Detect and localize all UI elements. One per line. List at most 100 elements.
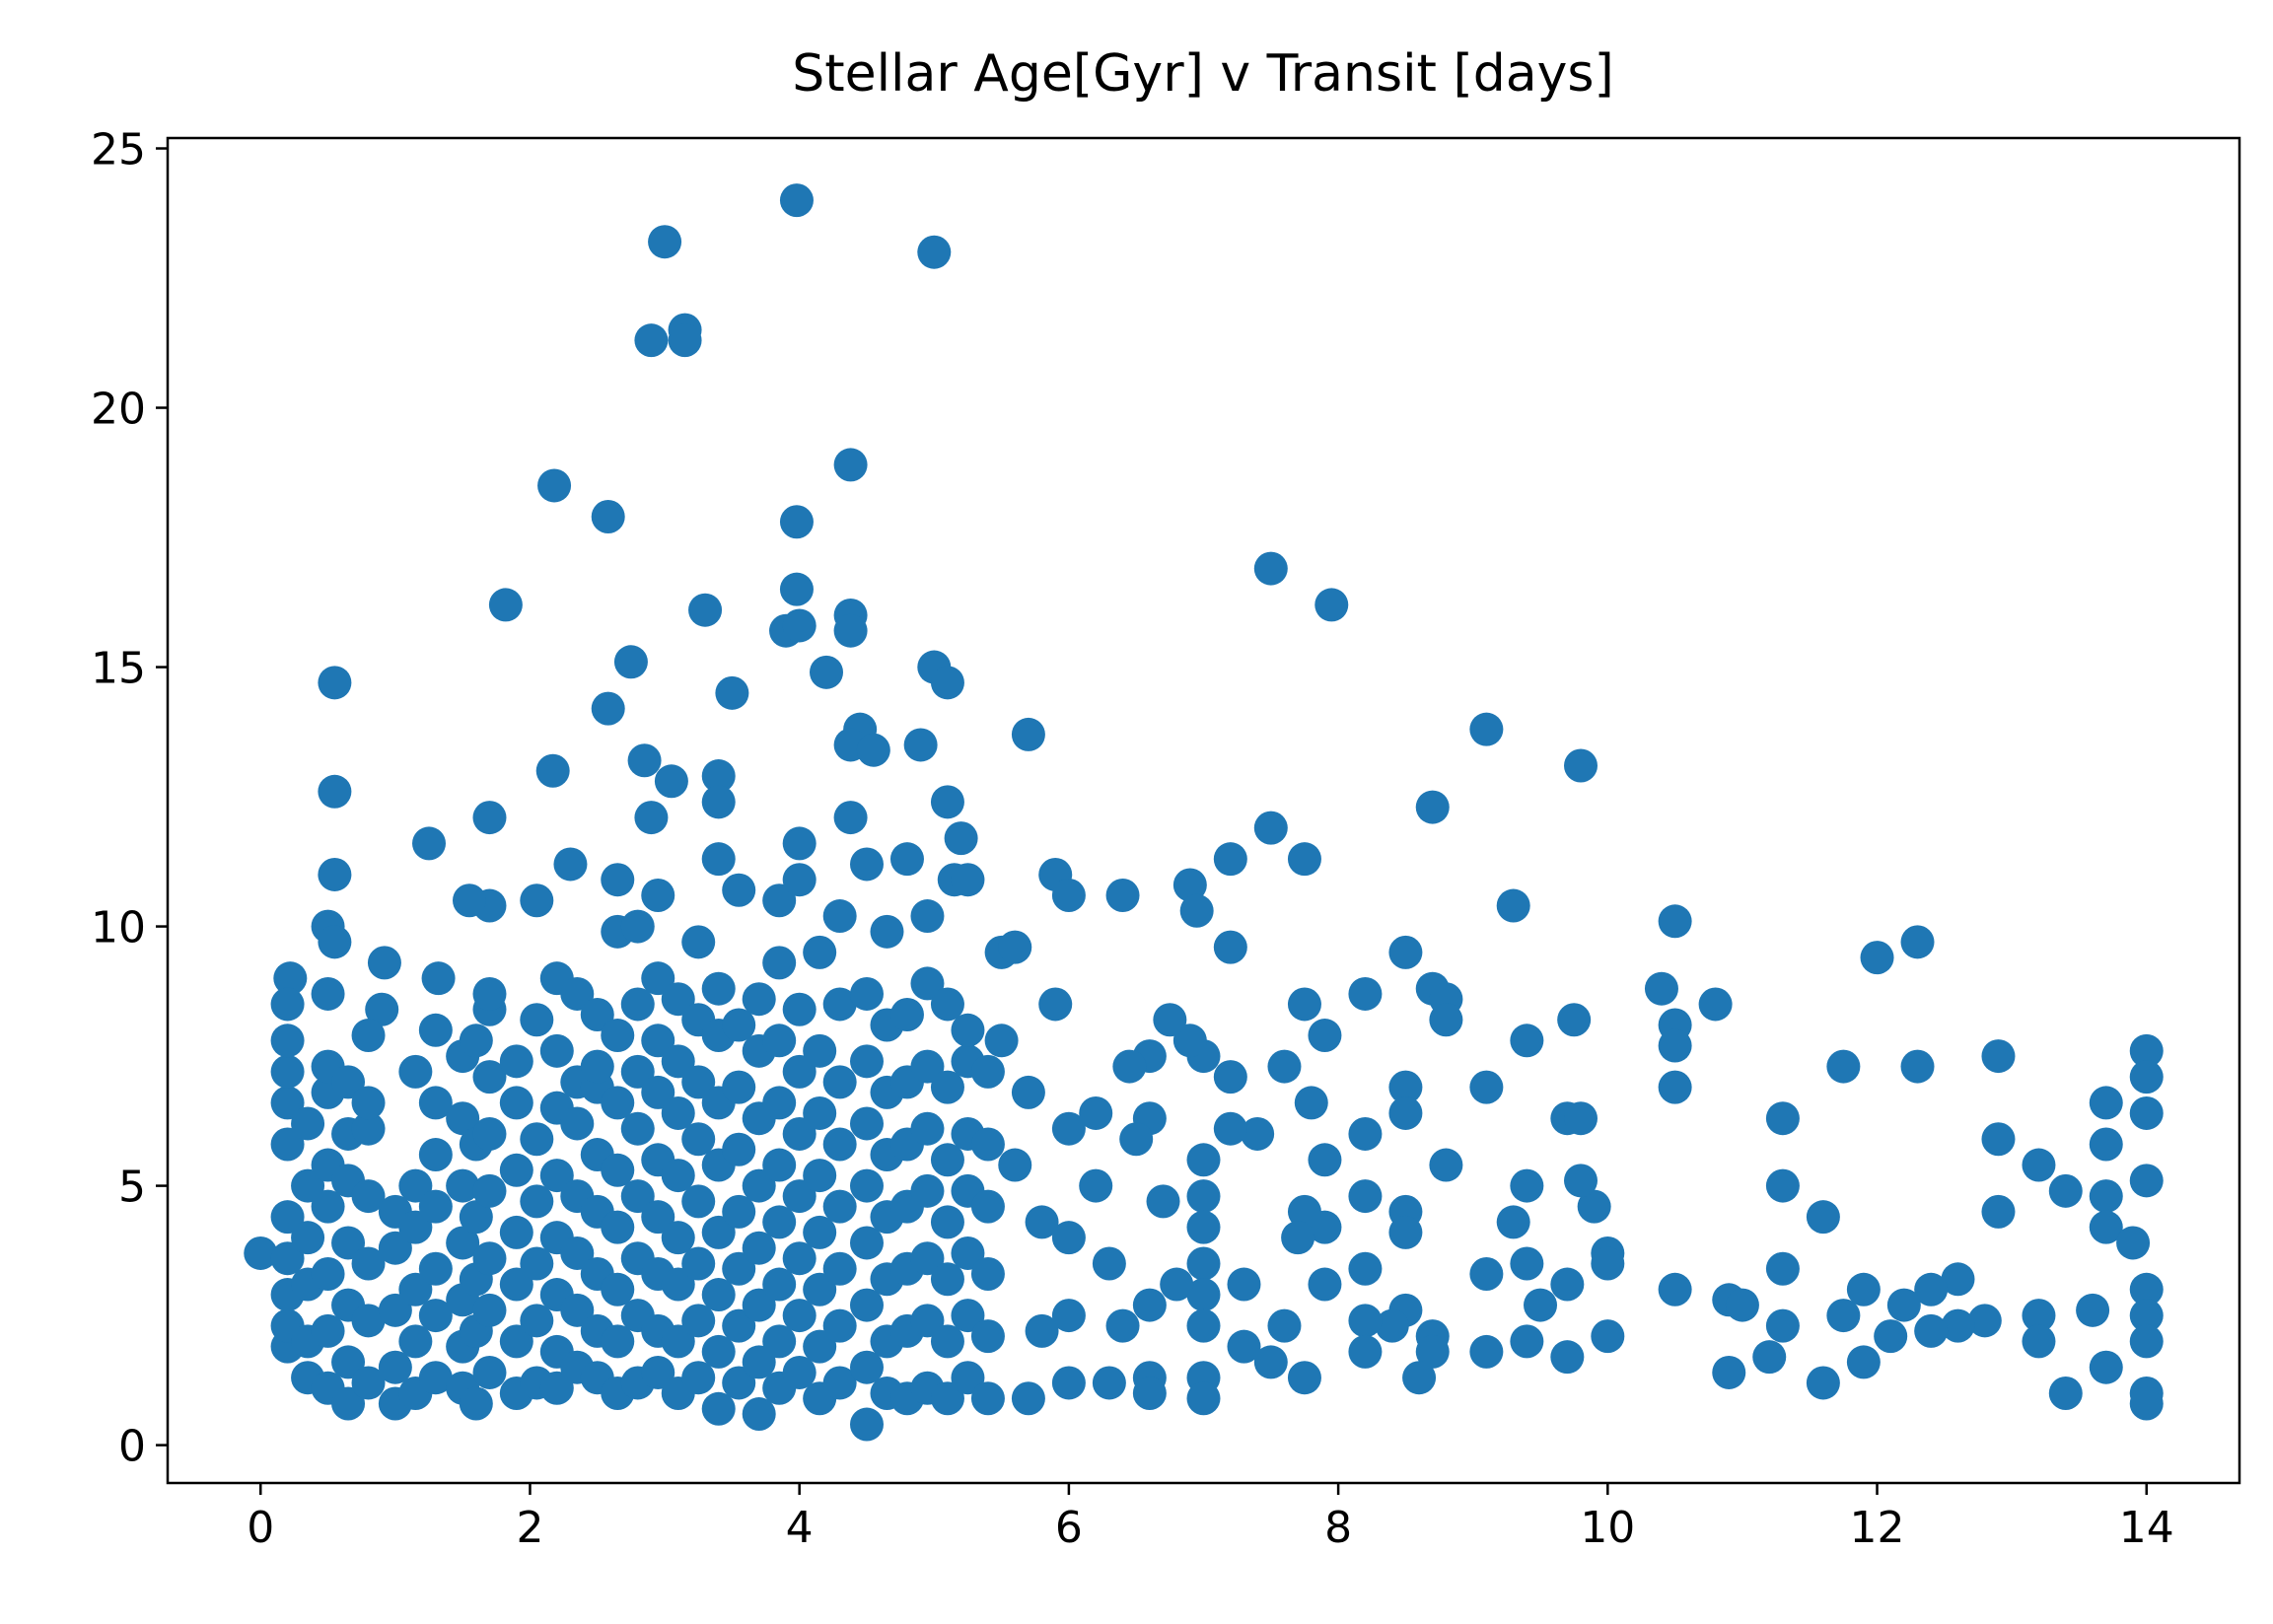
point	[803, 1033, 837, 1068]
x-tick-label: 6	[1055, 1503, 1083, 1553]
x-tick-label: 14	[2119, 1503, 2174, 1553]
point	[1826, 1049, 1861, 1084]
point	[654, 764, 688, 799]
point	[1253, 811, 1288, 845]
point	[1510, 1246, 1544, 1281]
point	[641, 1200, 675, 1235]
point	[930, 666, 964, 700]
point	[2048, 1173, 2083, 1208]
point	[661, 1044, 695, 1079]
point	[1981, 1122, 2016, 1157]
point	[2022, 1148, 2056, 1182]
x-tick-label: 0	[247, 1503, 274, 1553]
point	[553, 847, 588, 882]
point	[446, 1101, 480, 1136]
point	[722, 1070, 756, 1104]
point	[970, 1381, 1005, 1416]
point	[1314, 588, 1349, 622]
point	[1160, 1267, 1194, 1302]
point	[398, 1054, 433, 1089]
point	[641, 1355, 675, 1389]
point	[1900, 925, 1935, 959]
point	[1388, 935, 1423, 969]
point	[291, 1221, 325, 1255]
point	[398, 1168, 433, 1203]
point	[849, 1106, 884, 1141]
point	[601, 1272, 635, 1306]
point	[331, 1065, 366, 1099]
point	[1011, 1381, 1045, 1416]
point	[742, 1231, 776, 1265]
point	[1510, 1324, 1544, 1359]
point	[970, 1054, 1005, 1089]
point	[951, 1361, 985, 1395]
point	[1186, 1278, 1221, 1312]
point	[1658, 1272, 1692, 1306]
point	[701, 759, 736, 794]
point	[1253, 1345, 1288, 1379]
point	[970, 1319, 1005, 1354]
point	[782, 1355, 817, 1389]
point	[970, 1189, 1005, 1224]
point	[722, 1008, 756, 1042]
point	[318, 774, 352, 809]
point	[782, 863, 817, 897]
x-tick-label: 8	[1324, 1503, 1352, 1553]
point	[762, 1086, 797, 1120]
point	[1765, 1101, 1800, 1136]
point	[1105, 1308, 1140, 1343]
point	[537, 468, 572, 503]
point	[1388, 1215, 1423, 1249]
point	[1765, 1308, 1800, 1343]
point	[722, 1308, 756, 1343]
point	[1051, 1221, 1086, 1255]
point	[833, 448, 868, 482]
point	[2089, 1179, 2123, 1214]
point	[1658, 1028, 1692, 1063]
point	[779, 183, 814, 218]
point	[1658, 1070, 1692, 1104]
point	[641, 1075, 675, 1109]
point	[1051, 879, 1086, 913]
point	[601, 863, 635, 897]
point	[930, 987, 964, 1022]
point	[2129, 1095, 2164, 1130]
point	[1469, 1070, 1504, 1104]
point	[2076, 1293, 2110, 1327]
point	[1591, 1246, 1625, 1281]
point	[722, 1251, 756, 1286]
point	[1213, 1060, 1247, 1094]
point	[2129, 1033, 2164, 1068]
point	[1287, 1194, 1321, 1229]
point	[1308, 1267, 1342, 1302]
point	[1496, 1205, 1530, 1239]
point	[889, 842, 924, 877]
point	[446, 1168, 480, 1203]
point	[970, 1127, 1005, 1162]
point	[311, 976, 345, 1011]
point	[762, 883, 797, 918]
point	[520, 1184, 554, 1219]
point	[917, 235, 952, 269]
point	[520, 1246, 554, 1281]
point	[1051, 1111, 1086, 1146]
point	[499, 1324, 533, 1359]
point	[1375, 1308, 1409, 1343]
point	[1172, 1024, 1207, 1058]
point	[601, 1019, 635, 1053]
point	[398, 1210, 433, 1244]
point	[1496, 888, 1530, 923]
point	[1287, 1361, 1321, 1395]
point	[951, 1013, 985, 1047]
point	[1563, 1164, 1598, 1198]
point	[762, 1205, 797, 1239]
point	[681, 1184, 716, 1219]
point	[472, 1241, 507, 1276]
point	[1051, 1299, 1086, 1333]
point	[1348, 1304, 1383, 1338]
point	[810, 655, 844, 689]
point	[520, 1304, 554, 1338]
point	[856, 733, 890, 767]
point	[601, 1324, 635, 1359]
point	[1267, 1308, 1302, 1343]
